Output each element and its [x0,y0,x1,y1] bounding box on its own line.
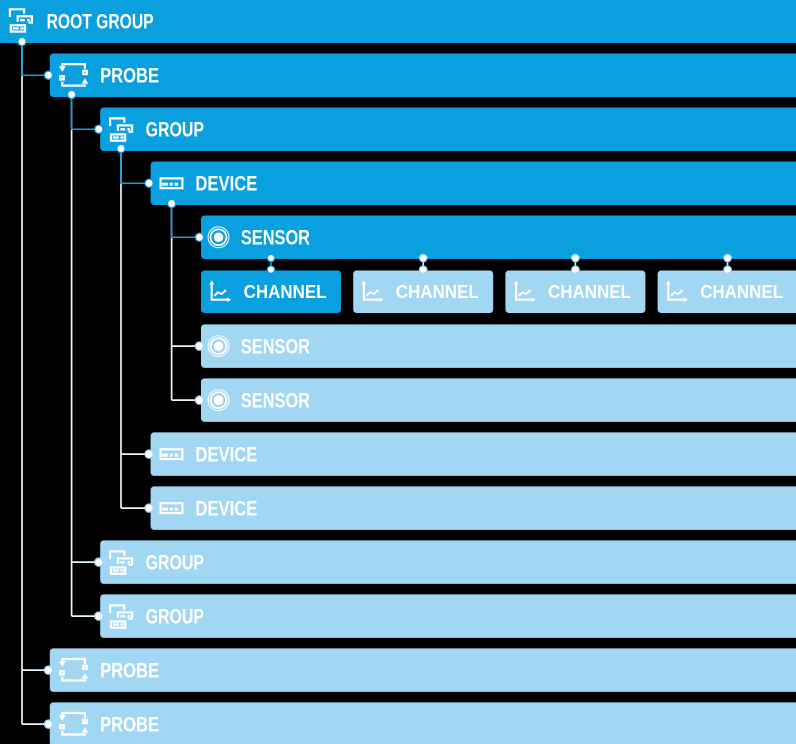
svg-text:SENSOR: SENSOR [241,389,310,412]
svg-text:ROOT GROUP: ROOT GROUP [47,11,154,34]
svg-text:PROBE: PROBE [100,659,159,682]
svg-text:SENSOR: SENSOR [241,227,310,250]
svg-text:GROUP: GROUP [146,605,204,628]
svg-text:DEVICE: DEVICE [195,173,257,196]
svg-text:GROUP: GROUP [146,119,204,142]
svg-text:DEVICE: DEVICE [195,497,257,520]
svg-text:SENSOR: SENSOR [241,335,310,358]
svg-text:PROBE: PROBE [100,65,159,88]
svg-text:DEVICE: DEVICE [195,443,257,466]
svg-text:CHANNEL: CHANNEL [396,282,479,302]
svg-text:GROUP: GROUP [146,551,204,574]
svg-text:PROBE: PROBE [100,713,159,736]
svg-text:CHANNEL: CHANNEL [700,282,783,302]
svg-text:CHANNEL: CHANNEL [548,282,631,302]
svg-text:CHANNEL: CHANNEL [244,282,327,302]
